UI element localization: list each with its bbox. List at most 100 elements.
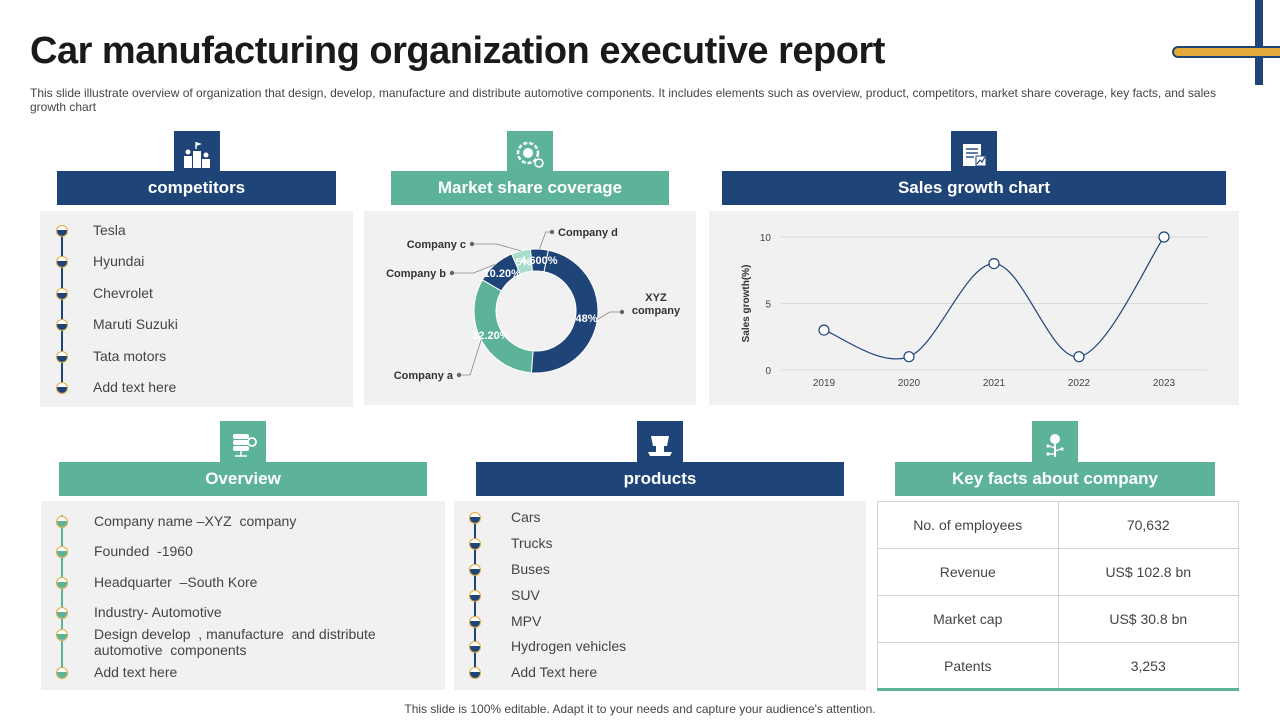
- x-tick-label: 2022: [1068, 378, 1091, 389]
- callout-dot: [619, 309, 625, 315]
- table-row: No. of employees 70,632: [877, 501, 1239, 549]
- overview-timeline: [61, 515, 63, 675]
- bullet-icon: [56, 382, 68, 394]
- podium-flag-icon-svg: [184, 142, 210, 168]
- sales-growth-line-chart: 0 5 10 2019 2020 2021 2022 2023 Sales growth(%): [741, 231, 1207, 389]
- competitors-timeline: [61, 227, 63, 389]
- bullet-icon: [469, 564, 481, 576]
- bullet-icon: [56, 256, 68, 268]
- x-tick-label: 2019: [813, 378, 836, 389]
- callout-line: [452, 264, 496, 274]
- fact-label: Patents: [877, 642, 1059, 691]
- list-item: MPV: [511, 613, 542, 629]
- market-share-panel: 48% 32.20% 10.20% 5% 4.600% XYZ company Company…: [364, 211, 696, 405]
- y-tick-label: 0: [765, 366, 771, 377]
- product-box-icon: [636, 421, 684, 469]
- fact-value: US$ 30.8 bn: [1057, 595, 1239, 643]
- callout-line: [597, 311, 622, 320]
- bulb-circuit-icon: [1031, 421, 1079, 469]
- donut-data-label: 5%: [516, 257, 532, 269]
- donut-slice: [529, 248, 549, 273]
- decor-gold-bar: [1172, 46, 1280, 58]
- x-tick-label: 2020: [898, 378, 921, 389]
- product-box-icon-svg: [648, 436, 672, 456]
- list-item: Design develop , manufacture and distrib…: [94, 626, 376, 658]
- bulb-circuit-icon-svg: [1046, 434, 1064, 457]
- overview-panel: Company name –XYZ company Founded -1960 He…: [41, 501, 445, 690]
- list-item: Tesla: [93, 222, 126, 238]
- table-row: Patents 3,253: [877, 642, 1239, 691]
- list-item: Add text here: [93, 379, 177, 395]
- products-panel: Cars Trucks Buses SUV MPV Hydrogen vehicles Ad…: [454, 501, 866, 690]
- sales-growth-panel: 0 5 10 2019 2020 2021 2022 2023 Sales growth(%): [709, 211, 1239, 405]
- callout-line: [472, 243, 522, 252]
- list-item: Headquarter –South Kore: [94, 574, 258, 590]
- donut-category-label: XYZ: [645, 292, 667, 304]
- y-axis-label: Sales growth(%): [741, 265, 752, 343]
- bullet-icon: [56, 577, 68, 589]
- callout-dot: [449, 270, 455, 276]
- list-item: Company name –XYZ company: [94, 513, 297, 529]
- callout-line: [459, 339, 482, 376]
- bullet-icon: [56, 607, 68, 619]
- donut-data-label: 32.20%: [472, 330, 510, 342]
- decor-vertical-bar: [1255, 0, 1263, 85]
- data-point: [988, 257, 1000, 270]
- list-item: Chevrolet: [93, 285, 153, 301]
- y-tick-label: 5: [765, 300, 771, 311]
- list-item: Hyundai: [93, 253, 145, 269]
- footer-note: This slide is 100% editable. Adapt it to…: [404, 702, 876, 716]
- donut-slice: [473, 279, 534, 374]
- donut-data-label: 48%: [576, 313, 598, 325]
- donut-category-label: Company a: [394, 370, 454, 382]
- bullet-icon: [469, 512, 481, 524]
- sales-growth-header: Sales growth chart: [722, 171, 1226, 205]
- fact-label: Market cap: [877, 595, 1059, 643]
- donut-category-label: company: [632, 305, 681, 317]
- fact-value: 3,253: [1057, 642, 1239, 691]
- list-item: Trucks: [511, 535, 553, 551]
- market-share-header: Market share coverage: [391, 171, 669, 205]
- data-point: [1073, 351, 1085, 363]
- fact-label: No. of employees: [877, 501, 1059, 549]
- bullet-icon: [56, 288, 68, 300]
- donut-data-label: 10.20%: [484, 268, 522, 280]
- y-tick-label: 10: [760, 233, 772, 244]
- fact-label: Revenue: [877, 548, 1059, 596]
- document-chart-icon-svg: [963, 144, 987, 167]
- donut-data-label: 4.600%: [520, 255, 558, 267]
- callout-line: [539, 231, 552, 250]
- fact-value: 70,632: [1057, 501, 1239, 549]
- list-item: Tata motors: [93, 348, 167, 364]
- donut-category-label: Company b: [386, 268, 446, 280]
- series-line: [823, 236, 1165, 360]
- bullet-icon: [56, 351, 68, 363]
- list-item: Maruti Suzuki: [93, 316, 178, 332]
- donut-category-label: Company d: [558, 227, 618, 239]
- table-row: Market cap US$ 30.8 bn: [877, 595, 1239, 643]
- table-row: Revenue US$ 102.8 bn: [877, 548, 1239, 596]
- bullet-icon: [56, 546, 68, 558]
- bullet-icon: [469, 667, 481, 679]
- key-facts-table: No. of employees 70,632 Revenue US$ 102.…: [877, 501, 1239, 691]
- bullet-icon: [469, 616, 481, 628]
- bullet-icon: [56, 629, 68, 641]
- list-item: Add text here: [94, 664, 178, 680]
- competitors-header: competitors: [57, 171, 336, 205]
- list-item: Hydrogen vehicles: [511, 638, 627, 654]
- bullet-icon: [56, 667, 68, 679]
- callout-dot: [456, 372, 462, 378]
- page-title: Car manufacturing organization executive…: [30, 30, 885, 72]
- x-tick-label: 2023: [1153, 378, 1176, 389]
- list-item: Add Text here: [511, 664, 598, 680]
- database-gear-icon: [219, 421, 267, 469]
- donut-slice: [530, 249, 599, 374]
- list-item: Cars: [511, 509, 541, 525]
- products-header: products: [476, 462, 844, 496]
- bullet-icon: [469, 590, 481, 602]
- list-item: SUV: [511, 587, 540, 603]
- key-facts-header: Key facts about company: [895, 462, 1215, 496]
- page-subtitle: This slide illustrate overview of organi…: [30, 86, 1216, 114]
- data-point: [818, 324, 830, 336]
